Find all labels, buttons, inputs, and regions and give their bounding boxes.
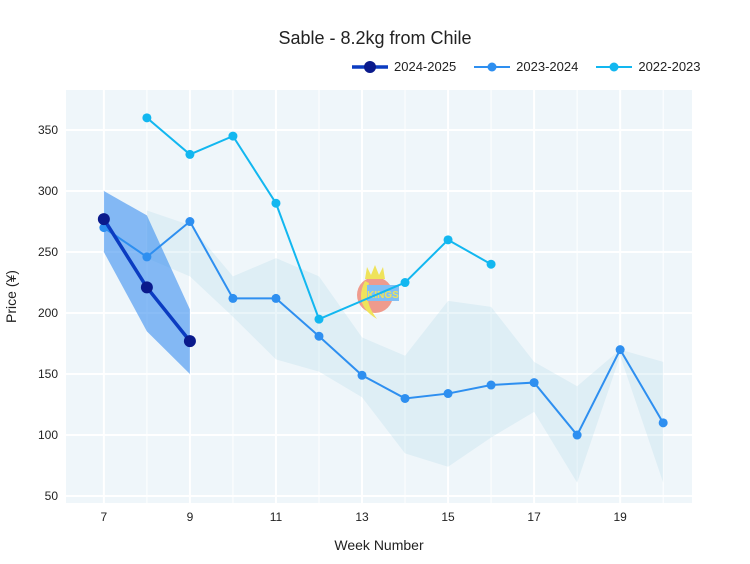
legend-label: 2023-2024	[516, 59, 579, 74]
data-point-2023-2024	[357, 370, 367, 380]
legend-label: 2024-2025	[394, 59, 457, 74]
legend-marker-icon	[596, 62, 633, 71]
data-point-2023-2024	[185, 217, 195, 227]
data-point-2024-2025	[183, 335, 196, 348]
data-point-2024-2025	[140, 281, 153, 294]
y-tick-label: 300	[38, 184, 58, 198]
legend-label: 2022-2023	[638, 59, 701, 74]
legend-marker-icon	[474, 62, 511, 71]
data-point-2022-2023	[400, 278, 410, 288]
data-point-2022-2023	[486, 259, 496, 269]
data-point-2023-2024	[400, 393, 410, 403]
x-tick-label: 13	[355, 510, 369, 524]
legend-item-2023-2024[interactable]: 2023-2024	[474, 59, 578, 74]
y-tick-label: 50	[45, 489, 59, 503]
data-point-2022-2023	[314, 314, 324, 324]
data-point-2022-2023	[142, 113, 152, 123]
data-point-2023-2024	[228, 293, 238, 303]
data-point-2023-2024	[486, 380, 496, 390]
logo-banana	[361, 281, 377, 319]
legend-item-2024-2025[interactable]: 2024-2025	[352, 59, 456, 74]
legend: 2024-2025 2023-2024 2022-2023	[352, 59, 701, 74]
y-tick-label: 350	[38, 123, 58, 137]
data-point-2023-2024	[572, 430, 582, 440]
x-tick-label: 15	[441, 510, 455, 524]
y-axis-label: Price (¥)	[3, 270, 19, 323]
data-point-2023-2024	[615, 345, 625, 355]
data-point-2023-2024	[443, 389, 453, 399]
y-tick-label: 100	[38, 428, 58, 442]
x-axis-label: Week Number	[334, 537, 424, 553]
logo-crown	[365, 265, 385, 279]
data-point-2023-2024	[271, 293, 281, 303]
x-tick-label: 17	[527, 510, 541, 524]
data-point-2023-2024	[142, 252, 152, 262]
x-tick-label: 9	[187, 510, 194, 524]
data-point-2022-2023	[443, 235, 453, 245]
data-point-2023-2024	[314, 331, 324, 341]
x-tick-label: 19	[613, 510, 627, 524]
confidence-band-2023-2024	[146, 210, 664, 483]
data-point-2023-2024	[658, 418, 668, 428]
logo-text: KINGS	[367, 290, 399, 301]
series-line-2023-2024	[103, 219, 665, 437]
legend-marker-icon	[352, 60, 388, 73]
legend-item-2022-2023[interactable]: 2022-2023	[596, 59, 701, 74]
data-point-2022-2023	[271, 198, 281, 208]
y-tick-label: 150	[38, 367, 58, 381]
data-point-2022-2023	[185, 149, 195, 159]
data-point-2024-2025	[97, 213, 110, 226]
y-tick-label: 250	[38, 245, 58, 259]
data-point-2022-2023	[228, 131, 238, 141]
series-line-2022-2023	[146, 117, 492, 321]
x-tick-label: 11	[270, 510, 283, 524]
chart-title: Sable - 8.2kg from Chile	[278, 28, 472, 48]
y-tick-label: 200	[38, 306, 58, 320]
data-point-2023-2024	[529, 378, 539, 388]
x-tick-label: 7	[101, 510, 108, 524]
